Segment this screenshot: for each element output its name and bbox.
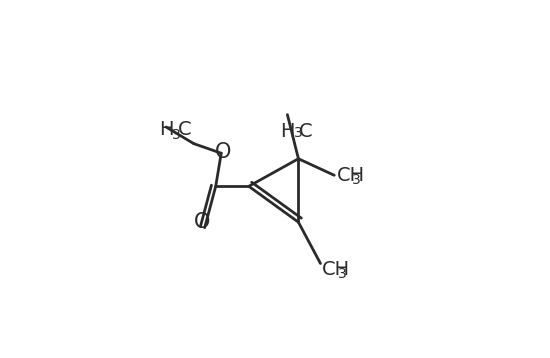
Text: 3: 3 — [352, 173, 361, 187]
Text: C: C — [299, 121, 312, 141]
Text: 3: 3 — [338, 267, 346, 281]
Text: CH: CH — [337, 166, 365, 185]
Text: H: H — [280, 121, 295, 141]
Text: O: O — [194, 212, 210, 232]
Text: CH: CH — [322, 260, 350, 279]
Text: C: C — [178, 120, 191, 139]
Text: O: O — [214, 142, 231, 162]
Text: 3: 3 — [294, 126, 302, 140]
Text: H: H — [159, 120, 173, 139]
Text: 3: 3 — [172, 128, 181, 142]
